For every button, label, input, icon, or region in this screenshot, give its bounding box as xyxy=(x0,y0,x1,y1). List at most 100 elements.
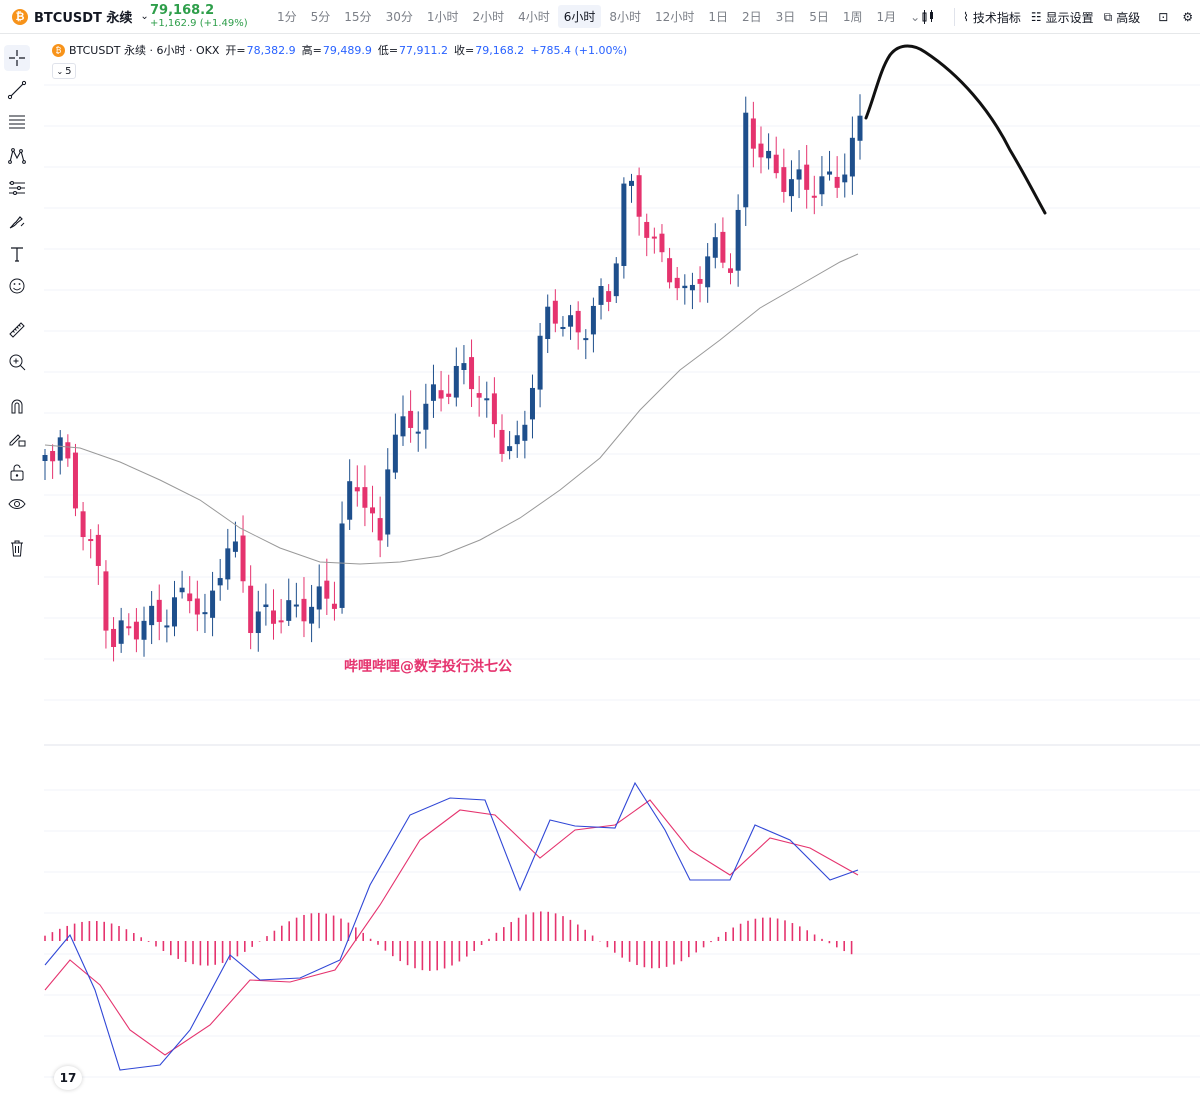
ruler-tool[interactable] xyxy=(4,317,30,343)
interval-tab-8[interactable]: 8小时 xyxy=(609,10,642,24)
legend-title: BTCUSDT 永续 · 6小时 · OKX xyxy=(69,44,220,57)
candle-body xyxy=(232,541,238,552)
candle-body xyxy=(667,258,673,283)
interval-tab-3[interactable]: 30分 xyxy=(385,10,413,24)
candle-body xyxy=(613,263,619,297)
candle-body xyxy=(583,338,589,341)
candle-body xyxy=(42,455,48,461)
delete-tool[interactable] xyxy=(4,535,30,561)
interval-tab-6[interactable]: 4小时 xyxy=(518,10,550,24)
candle-body xyxy=(179,587,185,593)
brush-icon xyxy=(9,216,25,229)
candle-body xyxy=(781,167,787,192)
candle-body xyxy=(636,175,642,217)
forecast-tool[interactable] xyxy=(4,175,30,201)
interval-tab-5[interactable]: 2小时 xyxy=(472,10,505,24)
zoom-tool[interactable] xyxy=(4,349,30,375)
interval-tab-7[interactable]: 6小时 xyxy=(557,5,602,28)
interval-tab-1[interactable]: 5分 xyxy=(310,10,331,24)
pattern-tool[interactable] xyxy=(4,143,30,169)
horizontal-lines-icon xyxy=(9,115,25,129)
candle-body xyxy=(65,442,71,459)
interval-more-chevron-icon[interactable]: ⌄ xyxy=(910,9,921,24)
symbol-selector[interactable]: ₿ BTCUSDT 永续 ⌄ xyxy=(0,0,150,34)
last-price: 79,168.2 xyxy=(150,2,215,18)
advanced-label: 高级 xyxy=(1116,10,1141,25)
candle-body xyxy=(575,310,581,333)
interval-tab-0[interactable]: 1分 xyxy=(277,10,297,24)
indicators-button[interactable]: ⌇ 技术指标 xyxy=(963,9,1021,26)
candle-body xyxy=(156,599,162,622)
candle-body xyxy=(202,612,208,615)
interval-tab-9[interactable]: 12小时 xyxy=(655,10,695,24)
candle-body xyxy=(522,424,528,441)
advanced-button[interactable]: ⧉ 高级 xyxy=(1104,9,1141,26)
candle-body xyxy=(392,434,398,473)
crosshair-tool[interactable] xyxy=(4,45,30,71)
emoji-tool[interactable] xyxy=(4,273,30,299)
candle-body xyxy=(72,452,78,509)
candle-body xyxy=(568,315,574,327)
candle-body xyxy=(400,416,406,437)
interval-tab-10[interactable]: 1日 xyxy=(708,10,728,24)
price-change: +1,162.9 (+1.49%) xyxy=(150,17,248,29)
high-value: 79,489.9 xyxy=(322,43,372,57)
candle-body xyxy=(804,164,810,190)
eye-icon xyxy=(8,499,26,509)
candle-body xyxy=(735,209,741,271)
candle-body xyxy=(560,326,566,329)
stay-drawing-tool[interactable] xyxy=(4,425,30,451)
hide-tool[interactable] xyxy=(4,491,30,517)
trendline-tool[interactable] xyxy=(4,77,30,103)
candle-body xyxy=(628,180,634,186)
candle-body xyxy=(590,305,596,335)
pattern-icon xyxy=(8,148,26,164)
candle-body xyxy=(819,176,825,195)
candle-body xyxy=(141,620,147,640)
lock-tool[interactable] xyxy=(4,459,30,485)
candle-body xyxy=(484,398,490,401)
chevron-down-icon: ⌄ xyxy=(56,66,64,76)
candle-body xyxy=(689,284,695,291)
magnet-tool[interactable] xyxy=(4,393,30,419)
interval-tab-14[interactable]: 1周 xyxy=(842,10,863,24)
candle-body xyxy=(446,393,452,397)
brush-tool[interactable] xyxy=(4,209,30,235)
open-label: 开= xyxy=(225,44,246,57)
candle-body xyxy=(423,403,429,430)
candle-body xyxy=(621,183,627,266)
fib-tool[interactable] xyxy=(4,109,30,135)
text-tool[interactable] xyxy=(4,241,30,267)
candle-body xyxy=(476,393,482,398)
interval-tab-12[interactable]: 3日 xyxy=(775,10,796,24)
candle-body xyxy=(415,431,421,434)
display-settings-button[interactable]: ☷ 显示设置 xyxy=(1031,9,1094,26)
candle-body xyxy=(171,597,177,627)
interval-tab-4[interactable]: 1小时 xyxy=(426,10,459,24)
candle-body xyxy=(347,481,353,520)
legend-change: +785.4 (+1.00%) xyxy=(530,43,628,57)
trash-icon xyxy=(11,540,23,557)
candle-body xyxy=(598,286,604,305)
chart-type-button[interactable] xyxy=(920,9,936,25)
snapshot-button[interactable]: ⊡ xyxy=(1158,10,1172,24)
open-value: 78,382.9 xyxy=(246,43,296,57)
lock-icon xyxy=(10,464,24,481)
interval-tab-2[interactable]: 15分 xyxy=(344,10,372,24)
settings-button[interactable]: ⚙ xyxy=(1182,10,1197,24)
candle-body xyxy=(712,237,718,258)
okx-icon: ₿ xyxy=(52,43,65,57)
candle-body xyxy=(507,446,513,452)
interval-tab-13[interactable]: 5日 xyxy=(809,10,829,24)
candle-body xyxy=(469,357,475,390)
candles-icon xyxy=(922,10,933,24)
ma-indicator-toggle[interactable]: ⌄ 5 xyxy=(52,63,76,79)
candle-body xyxy=(362,487,368,508)
display-settings-label: 显示设置 xyxy=(1045,10,1094,25)
interval-tab-11[interactable]: 2日 xyxy=(741,10,762,24)
trendline-icon xyxy=(7,80,27,100)
interval-tab-15[interactable]: 1月 xyxy=(876,10,897,24)
macd-signal-line xyxy=(44,799,859,1056)
text-icon xyxy=(11,247,23,262)
